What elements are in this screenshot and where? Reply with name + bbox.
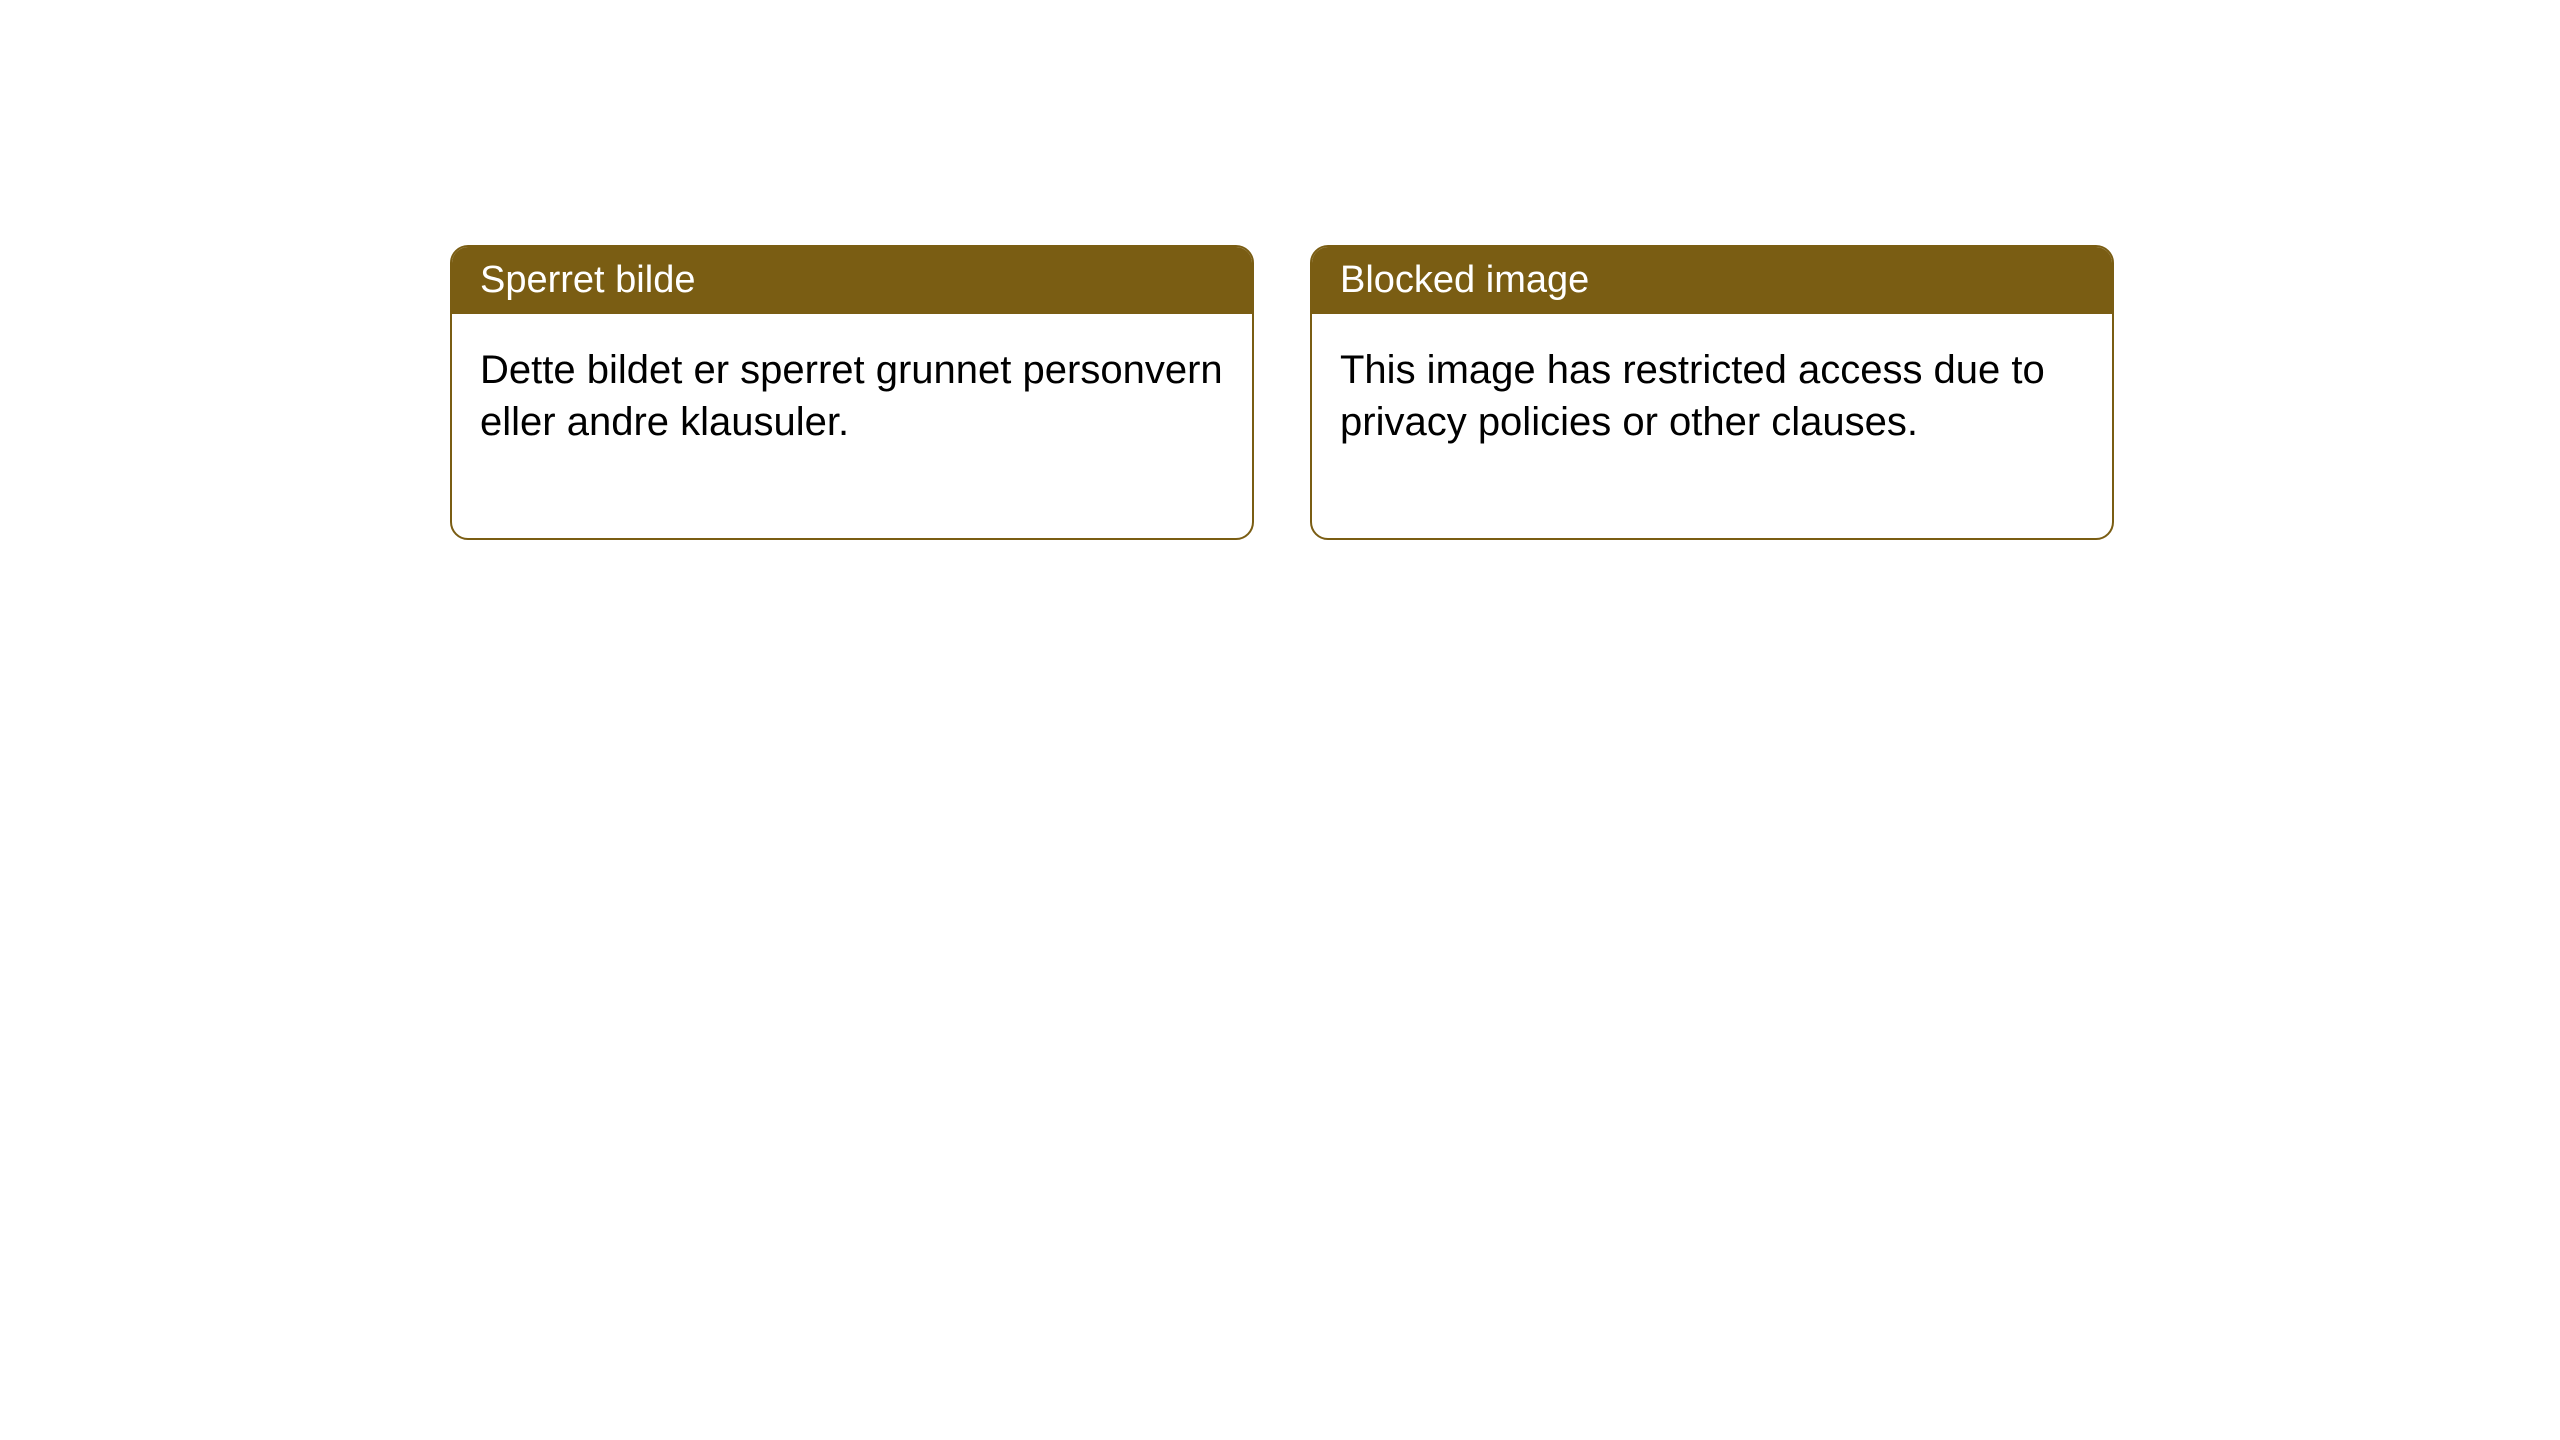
- notice-text-norwegian: Dette bildet er sperret grunnet personve…: [480, 348, 1223, 444]
- notice-body-english: This image has restricted access due to …: [1312, 314, 2112, 538]
- notice-title-english: Blocked image: [1340, 259, 1589, 301]
- notice-header-english: Blocked image: [1312, 247, 2112, 314]
- notice-container: Sperret bilde Dette bildet er sperret gr…: [0, 0, 2560, 540]
- notice-header-norwegian: Sperret bilde: [452, 247, 1252, 314]
- notice-card-norwegian: Sperret bilde Dette bildet er sperret gr…: [450, 245, 1254, 540]
- notice-title-norwegian: Sperret bilde: [480, 259, 695, 301]
- notice-body-norwegian: Dette bildet er sperret grunnet personve…: [452, 314, 1252, 538]
- notice-card-english: Blocked image This image has restricted …: [1310, 245, 2114, 540]
- notice-text-english: This image has restricted access due to …: [1340, 348, 2045, 444]
